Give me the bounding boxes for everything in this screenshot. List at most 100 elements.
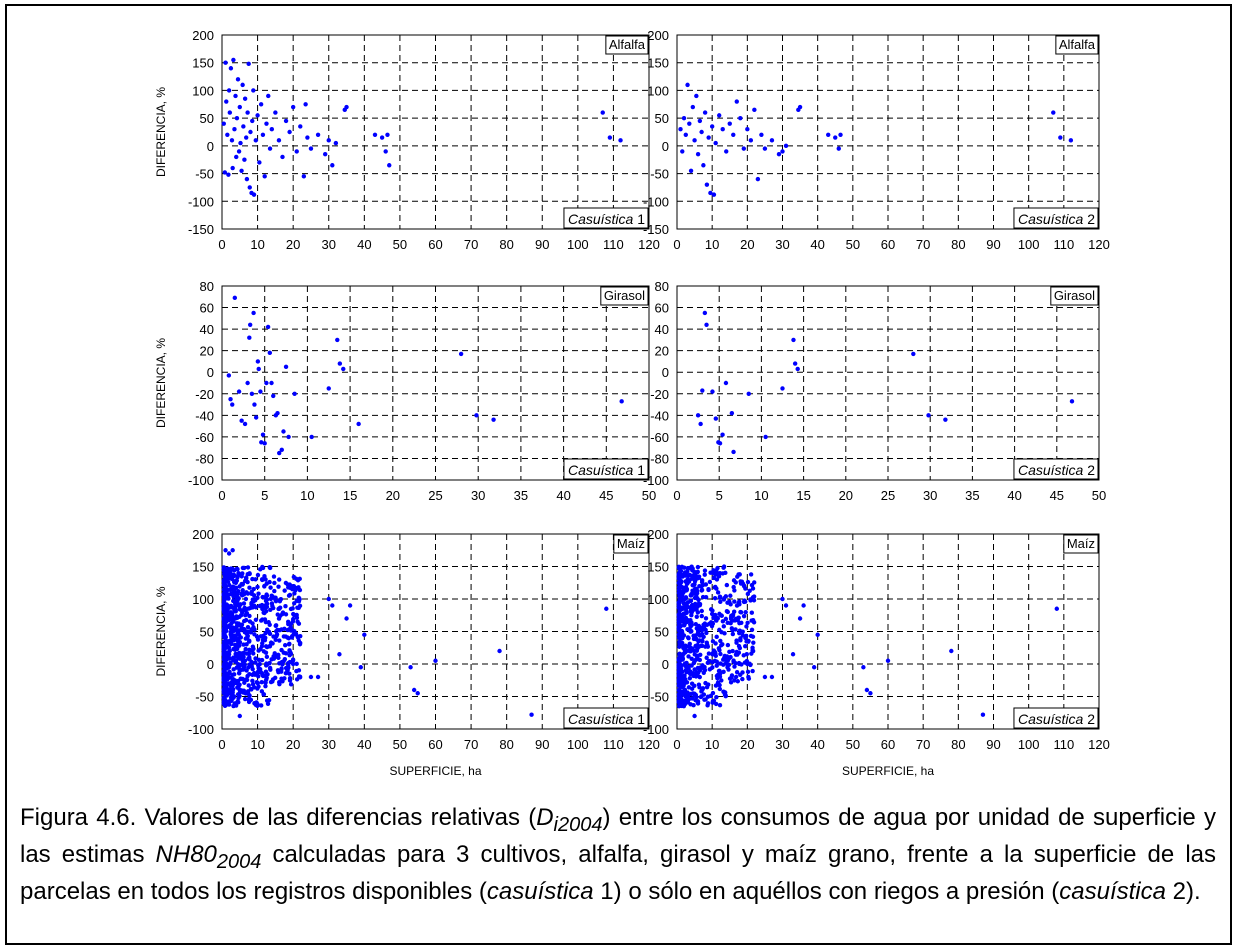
scatter-point (683, 132, 688, 137)
scatter-point (684, 610, 689, 615)
scatter-point (679, 681, 684, 686)
scatter-point (699, 579, 705, 585)
scatter-point (337, 361, 343, 366)
scatter-point (721, 669, 726, 675)
x-tick-label: 25 (881, 488, 895, 503)
scatter-point (702, 621, 708, 626)
scatter-point (290, 104, 296, 110)
scatter-point (272, 588, 277, 594)
scatter-point (699, 608, 704, 614)
scatter-point (692, 138, 697, 143)
scatter-point (246, 683, 251, 688)
scatter-point (721, 597, 727, 602)
case-label: Casuística 2 (1018, 711, 1095, 727)
scatter-point (731, 449, 736, 455)
y-tick-label: 80 (200, 279, 214, 294)
scatter-point (277, 450, 282, 456)
scatter-point (247, 585, 252, 590)
scatter-point (474, 413, 479, 418)
scatter-point (269, 127, 275, 132)
scatter-point (458, 351, 464, 357)
scatter-point (240, 582, 245, 587)
scatter-point (677, 640, 683, 646)
scatter-point (344, 104, 349, 110)
scatter-point (244, 576, 249, 581)
scatter-point (682, 673, 687, 678)
scatter-point (678, 667, 684, 673)
scatter-point (253, 415, 259, 420)
scatter-point (231, 57, 236, 63)
scatter-point (226, 592, 231, 598)
scatter-point (791, 337, 796, 343)
crop-label: Alfalfa (609, 37, 646, 52)
scatter-point (221, 121, 226, 126)
scatter-point (253, 138, 259, 143)
scatter-point (717, 686, 723, 692)
x-tick-label: 40 (810, 237, 824, 252)
y-tick-label: 20 (200, 344, 214, 359)
x-tick-label: 120 (1088, 237, 1110, 252)
scatter-point (750, 586, 756, 591)
scatter-point (752, 107, 757, 113)
scatter-point (252, 402, 257, 407)
scatter-point (260, 672, 265, 678)
scatter-point (273, 623, 279, 628)
scatter-panel-2: 0 10 20 30 40 50 60 70 80 90 100 110 120 -150 -100 -50 0… (643, 28, 1110, 252)
scatter-point (240, 588, 245, 593)
x-tick-label: 0 (673, 237, 680, 252)
y-tick-label: 50 (200, 625, 214, 640)
y-tick-label: 0 (207, 139, 214, 154)
scatter-point (729, 410, 735, 416)
scatter-point (230, 548, 235, 553)
scatter-point (230, 686, 236, 692)
scatter-point (724, 654, 730, 659)
scatter-point (731, 584, 736, 590)
scatter-point (282, 642, 288, 648)
scatter-point (697, 118, 703, 124)
scatter-point (224, 645, 229, 650)
scatter-point (734, 640, 739, 645)
scatter-point (725, 642, 731, 648)
scatter-point (243, 629, 249, 634)
plot-area (221, 34, 650, 230)
scatter-point (676, 688, 682, 693)
crop-label: Maíz (617, 536, 645, 551)
x-tick-label: 80 (951, 237, 965, 252)
scatter-point (232, 647, 238, 652)
y-tick-label: -40 (195, 408, 214, 423)
scatter-point (705, 644, 711, 649)
x-tick-label: 25 (428, 488, 442, 503)
scatter-point (737, 628, 743, 633)
scatter-point (286, 662, 291, 668)
scatter-point (223, 60, 228, 65)
x-tick-label: 0 (218, 237, 225, 252)
plot-area (676, 533, 1100, 730)
scatter-point (256, 591, 261, 596)
scatter-point (292, 629, 297, 634)
y-tick-label: 200 (192, 28, 214, 43)
scatter-point (383, 149, 388, 154)
scatter-point (228, 661, 233, 666)
scatter-point (229, 138, 235, 143)
scatter-point (745, 620, 750, 626)
scatter-point (714, 618, 719, 623)
scatter-point (298, 124, 303, 129)
scatter-point (241, 124, 246, 129)
y-tick-label: 0 (207, 657, 214, 672)
scatter-point (227, 690, 232, 695)
y-tick-label: 200 (647, 527, 669, 542)
scatter-point (702, 110, 708, 115)
caption-end: 2). (1165, 877, 1201, 905)
scatter-point (738, 609, 743, 615)
scatter-point (763, 434, 768, 440)
scatter-point (733, 660, 738, 666)
scatter-point (264, 380, 269, 386)
scatter-point (415, 691, 420, 696)
scatter-point (769, 674, 775, 680)
scatter-point (745, 591, 751, 597)
scatter-point (683, 619, 689, 624)
scatter-point (695, 564, 701, 570)
scatter-point (292, 601, 297, 606)
scatter-points (221, 548, 609, 719)
scatter-point (250, 678, 255, 684)
